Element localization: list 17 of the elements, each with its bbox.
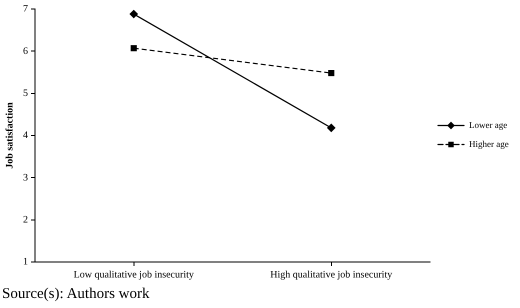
- y-tick-label: 4: [23, 130, 28, 142]
- y-tick-label: 7: [23, 4, 28, 15]
- point: [130, 10, 138, 18]
- legend-label: Lower age: [469, 120, 508, 130]
- x-tick-label: High qualitative job insecurity: [270, 270, 392, 281]
- y-tick-label: 1: [23, 256, 28, 268]
- y-tick-label: 2: [23, 214, 28, 226]
- point: [130, 45, 137, 52]
- y-axis-title: Job satisfaction: [4, 102, 16, 169]
- y-tick-label: 6: [23, 46, 28, 57]
- y-tick-label: 3: [23, 172, 28, 184]
- x-tick-label: Low qualitative job insecurity: [74, 270, 194, 281]
- legend-label: Higher age: [469, 138, 509, 149]
- y-tick-label: 5: [23, 88, 28, 99]
- source-note: Source(s): Authors work: [2, 286, 150, 303]
- point: [327, 124, 336, 132]
- point: [328, 70, 334, 76]
